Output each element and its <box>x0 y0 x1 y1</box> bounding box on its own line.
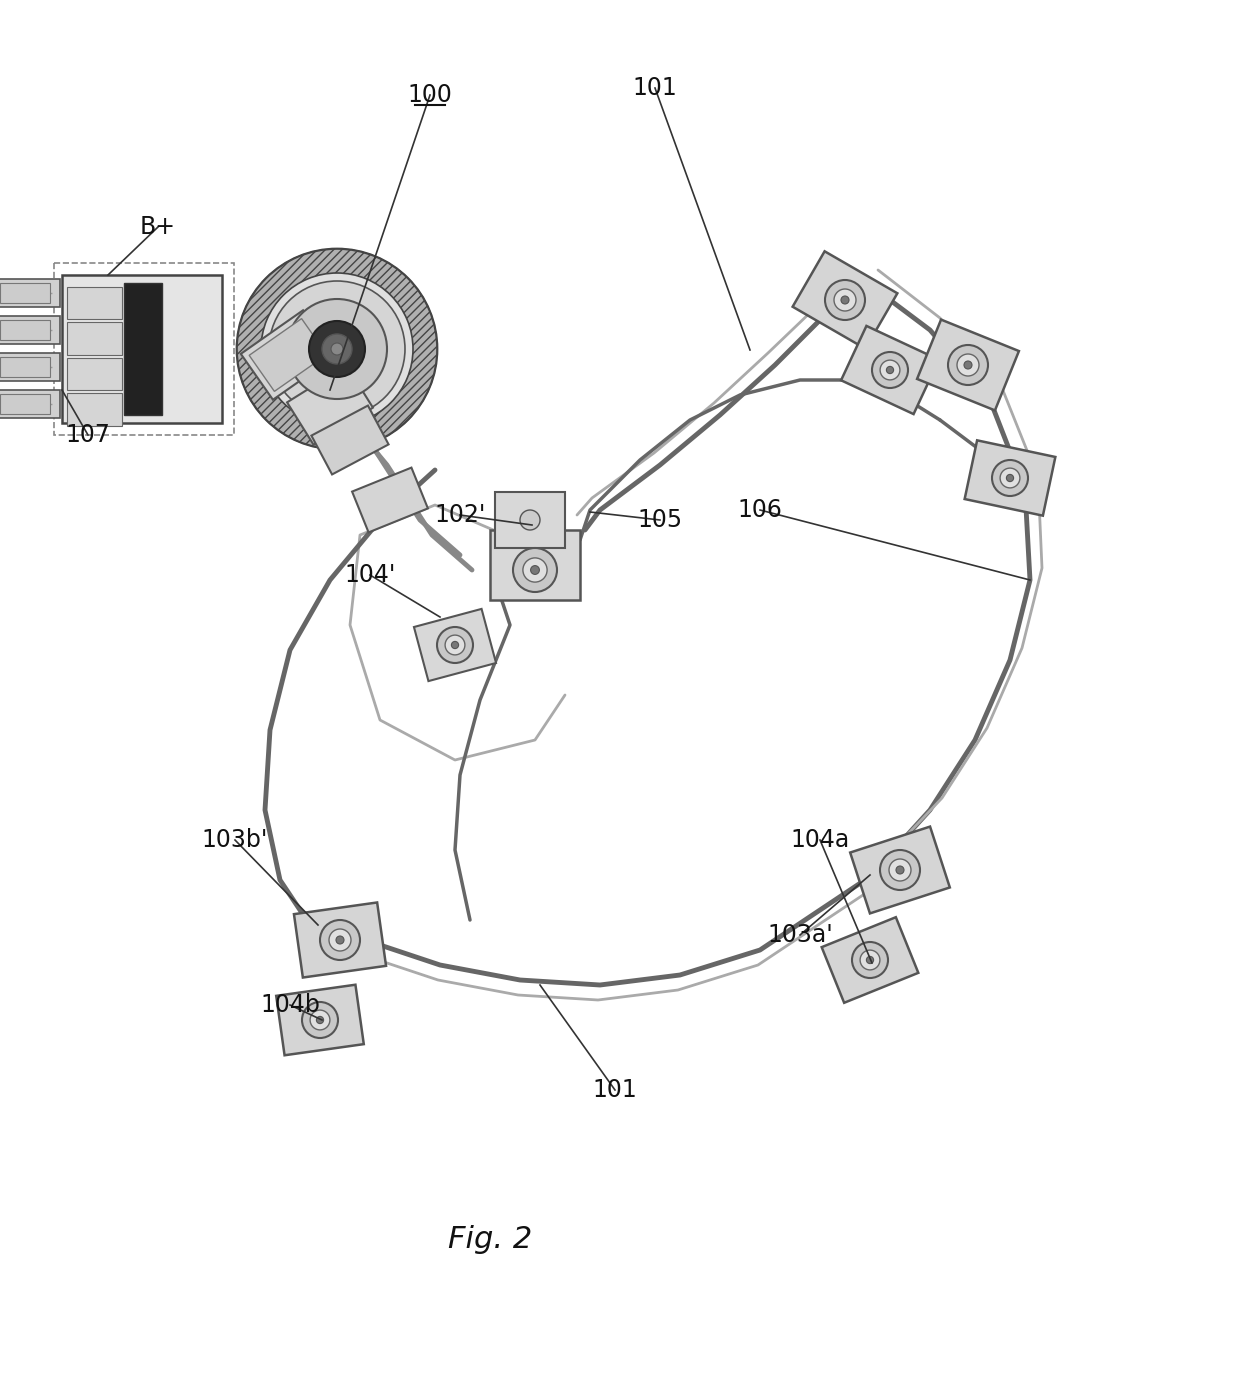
Polygon shape <box>0 357 50 376</box>
Polygon shape <box>0 278 60 307</box>
Text: 104a: 104a <box>790 828 849 853</box>
Circle shape <box>329 929 351 951</box>
Circle shape <box>316 1016 324 1024</box>
Polygon shape <box>495 491 565 548</box>
Polygon shape <box>0 353 60 381</box>
Polygon shape <box>918 320 1019 411</box>
Circle shape <box>331 343 343 356</box>
Polygon shape <box>352 468 428 533</box>
Circle shape <box>880 360 900 379</box>
Text: 103a': 103a' <box>768 923 833 947</box>
Polygon shape <box>67 393 122 426</box>
Polygon shape <box>792 252 898 349</box>
Text: 103b': 103b' <box>202 828 268 853</box>
Polygon shape <box>67 286 122 320</box>
Circle shape <box>336 936 343 944</box>
Circle shape <box>309 321 365 376</box>
Polygon shape <box>0 282 50 303</box>
Text: 105: 105 <box>637 508 682 531</box>
Text: 106: 106 <box>738 498 782 522</box>
Polygon shape <box>0 394 50 414</box>
Circle shape <box>322 334 352 364</box>
Text: B+: B+ <box>140 215 176 239</box>
Polygon shape <box>249 318 327 392</box>
Circle shape <box>880 850 920 890</box>
Circle shape <box>872 352 908 388</box>
Polygon shape <box>965 440 1055 516</box>
Circle shape <box>436 627 472 663</box>
Circle shape <box>949 345 988 385</box>
Circle shape <box>286 299 387 399</box>
Polygon shape <box>851 826 950 913</box>
Circle shape <box>887 367 894 374</box>
Circle shape <box>897 866 904 875</box>
Circle shape <box>992 459 1028 495</box>
Text: 100: 100 <box>408 83 453 107</box>
Polygon shape <box>62 275 222 424</box>
Polygon shape <box>490 530 580 601</box>
Text: 101: 101 <box>593 1078 637 1102</box>
Circle shape <box>825 280 866 320</box>
Polygon shape <box>841 325 939 414</box>
Polygon shape <box>822 918 919 1003</box>
Text: 107: 107 <box>66 424 110 447</box>
Circle shape <box>310 1010 330 1030</box>
Circle shape <box>889 859 911 882</box>
Circle shape <box>513 548 557 592</box>
Polygon shape <box>67 358 122 390</box>
Text: 104b: 104b <box>260 992 320 1017</box>
Polygon shape <box>0 390 60 418</box>
Circle shape <box>1007 475 1013 482</box>
Polygon shape <box>294 902 386 977</box>
Polygon shape <box>0 316 60 343</box>
Circle shape <box>523 558 547 583</box>
Circle shape <box>867 956 874 963</box>
Circle shape <box>445 635 465 655</box>
Polygon shape <box>414 609 496 681</box>
Circle shape <box>531 566 539 574</box>
Polygon shape <box>288 365 373 444</box>
Circle shape <box>1001 468 1019 489</box>
Text: 104': 104' <box>345 563 396 587</box>
Circle shape <box>835 289 856 311</box>
Polygon shape <box>67 322 122 354</box>
Circle shape <box>237 249 436 448</box>
Circle shape <box>841 296 849 304</box>
Text: 101: 101 <box>632 76 677 100</box>
Polygon shape <box>124 282 162 415</box>
Circle shape <box>520 509 539 530</box>
Circle shape <box>852 943 888 978</box>
Circle shape <box>861 949 880 970</box>
Polygon shape <box>0 320 50 339</box>
Circle shape <box>269 281 405 417</box>
Circle shape <box>963 361 972 370</box>
Text: 102': 102' <box>434 502 486 527</box>
Polygon shape <box>277 985 363 1055</box>
Circle shape <box>320 920 360 960</box>
Text: Fig. 2: Fig. 2 <box>448 1225 532 1254</box>
Wedge shape <box>237 249 436 448</box>
Circle shape <box>957 354 980 376</box>
Polygon shape <box>241 310 335 400</box>
Circle shape <box>451 641 459 649</box>
Circle shape <box>303 1002 339 1038</box>
Polygon shape <box>311 406 388 475</box>
